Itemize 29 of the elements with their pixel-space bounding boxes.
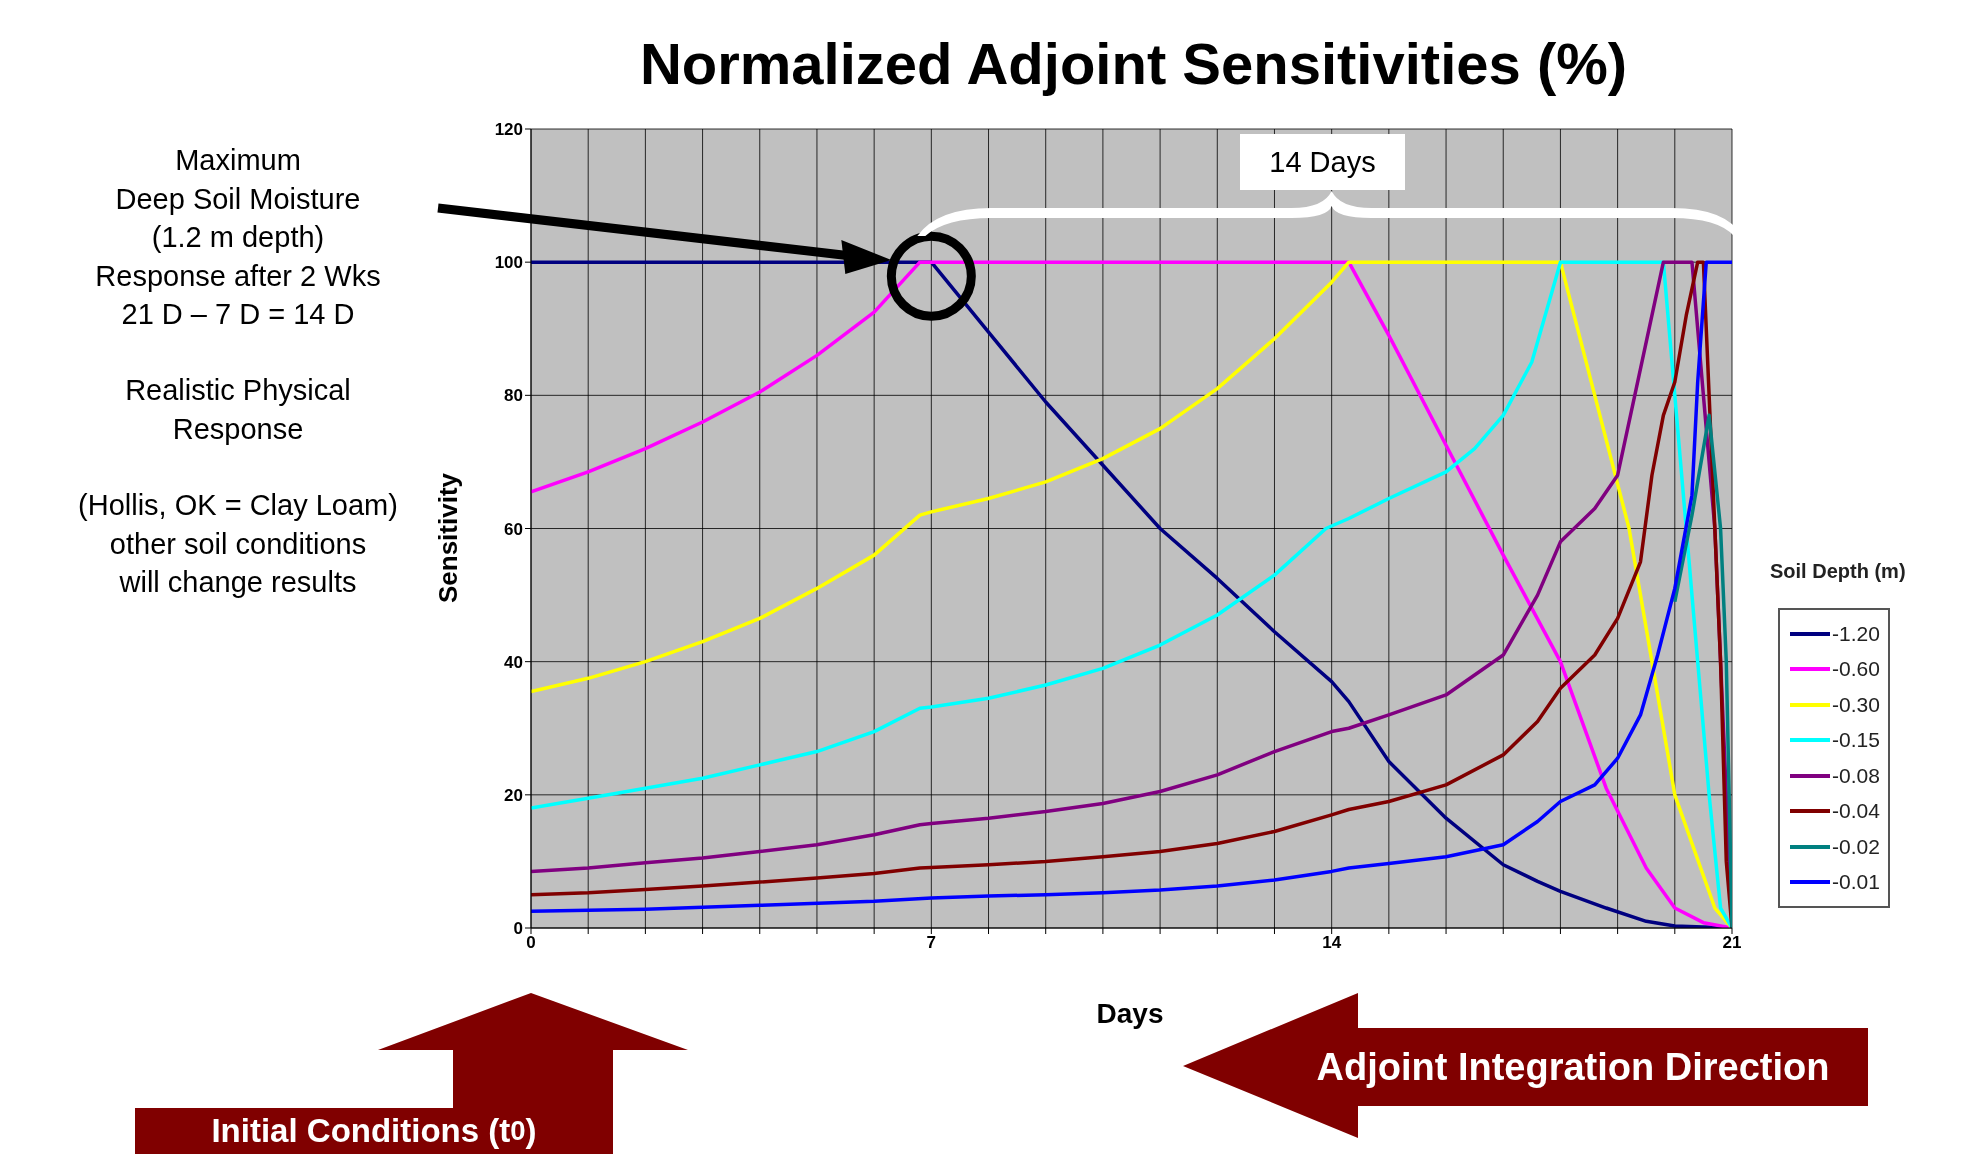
line-series <box>1673 413 1732 928</box>
y-tick-label: 20 <box>504 785 523 805</box>
legend-label: -0.15 <box>1832 728 1880 753</box>
y-axis-title: Sensitivity <box>432 472 464 604</box>
y-tick-label: 120 <box>494 120 523 140</box>
legend-label: -0.08 <box>1832 763 1880 788</box>
legend-label: -0.01 <box>1832 870 1880 895</box>
legend-label: -0.02 <box>1832 834 1880 859</box>
y-tick-label: 0 <box>513 919 523 939</box>
x-axis-title: Days <box>1096 998 1164 1030</box>
x-tick-label: 7 <box>926 933 937 953</box>
text: (Hollis, OK = Clay Loam) other soil conditions will change results <box>78 489 398 598</box>
legend-label: -0.30 <box>1832 692 1880 717</box>
x-tick-label: 0 <box>526 933 536 953</box>
x-tick-label: 21 <box>1722 933 1742 953</box>
legend-label: -1.20 <box>1832 621 1880 646</box>
annotation: 14 Days <box>1240 134 1405 190</box>
text: Maximum Deep Soil Moisture (1.2 m depth) Response after 2 Wks 21 D – 7 D = 14 D <box>94 143 382 332</box>
y-tick-label: 80 <box>504 386 523 406</box>
y-tick-label: 100 <box>494 253 523 273</box>
y-tick-label: 40 <box>504 652 523 672</box>
legend-label: -0.04 <box>1832 799 1880 824</box>
y-tick-label: 60 <box>504 519 523 539</box>
text: Realistic Physical Response <box>124 373 352 447</box>
chart-title: Normalized Adjoint Sensitivities (%) <box>638 30 1629 97</box>
text: Adjoint Integration Direction <box>1315 1044 1831 1090</box>
legend-title: Soil Depth (m) <box>1770 560 1906 583</box>
legend-label: -0.60 <box>1832 657 1880 682</box>
x-tick-label: 14 <box>1322 933 1342 953</box>
